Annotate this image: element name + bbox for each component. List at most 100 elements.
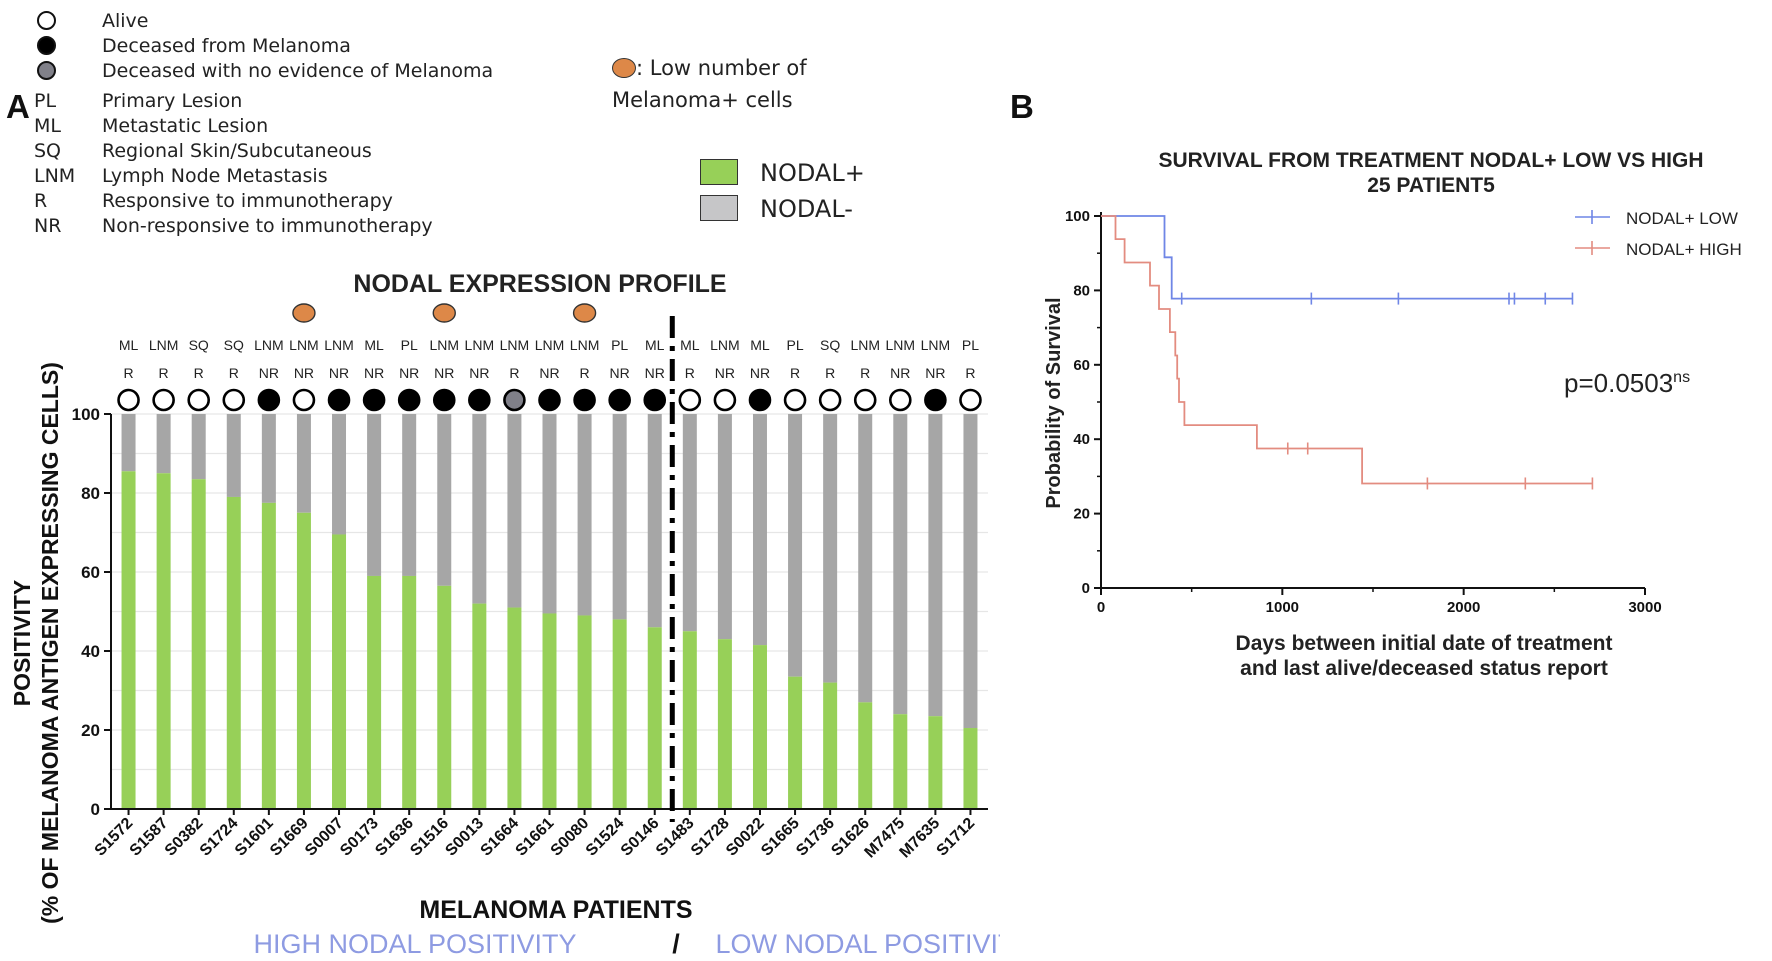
bar-nodal-neg-S0080 bbox=[577, 414, 592, 616]
km-curve-high bbox=[1101, 215, 1593, 485]
bar-nodal-pos-S1516 bbox=[437, 585, 452, 809]
x-axis-label: MELANOMA PATIENTS bbox=[419, 896, 692, 924]
lesion-label: PL bbox=[962, 337, 979, 353]
status-circle-dead bbox=[538, 388, 561, 412]
abbrev-text: Metastatic Lesion bbox=[102, 115, 269, 137]
status-circle-alive bbox=[222, 388, 246, 412]
bar-nodal-neg-S1572 bbox=[121, 414, 136, 472]
chart-title: NODAL EXPRESSION PROFILE bbox=[353, 270, 726, 298]
lesion-label: LNM bbox=[254, 337, 284, 353]
lesion-label: LNM bbox=[149, 337, 179, 353]
abbrev-text: Regional Skin/Subcutaneous bbox=[102, 140, 372, 162]
response-label: R bbox=[229, 365, 239, 381]
response-label: NR bbox=[890, 365, 910, 381]
lesion-label: ML bbox=[750, 337, 770, 353]
response-label: NR bbox=[294, 365, 314, 381]
response-label: R bbox=[580, 365, 590, 381]
bar-nodal-neg-S1516 bbox=[437, 414, 452, 586]
response-label: NR bbox=[750, 365, 770, 381]
lesion-label: LNM bbox=[921, 337, 951, 353]
x-tick-label: S1661 bbox=[513, 815, 558, 860]
legend-deceased-no-evidence-label: Deceased with no evidence of Melanoma bbox=[102, 60, 494, 82]
legend-label-high: NODAL+ HIGH bbox=[1626, 240, 1742, 259]
bar-nodal-pos-S0080 bbox=[577, 615, 592, 809]
bar-nodal-neg-S1736 bbox=[823, 414, 838, 683]
x-tick-label: S1669 bbox=[267, 815, 312, 860]
km-x-tick-label: 2000 bbox=[1447, 599, 1480, 616]
lesion-label: ML bbox=[680, 337, 700, 353]
nodal-neg-swatch bbox=[700, 195, 738, 221]
bar-nodal-pos-S1664 bbox=[507, 607, 522, 809]
lesion-label: LNM bbox=[429, 337, 459, 353]
lesion-label: LNM bbox=[850, 337, 880, 353]
nodal-neg-label: NODAL- bbox=[760, 195, 853, 223]
status-circle-dead bbox=[468, 388, 491, 412]
km-y-tick-label: 80 bbox=[1073, 282, 1090, 299]
bar-nodal-pos-S1669 bbox=[296, 512, 311, 809]
survival-x-label-line2: and last alive/deceased status report bbox=[1240, 657, 1608, 680]
lesion-label: PL bbox=[401, 337, 418, 353]
legend-entry-high: NODAL+ HIGH bbox=[1575, 240, 1742, 259]
bar-nodal-pos-S1724 bbox=[226, 496, 241, 809]
response-label: R bbox=[790, 365, 800, 381]
status-circle-alive bbox=[678, 388, 702, 412]
status-circle-alive bbox=[152, 388, 175, 412]
nodal-pos-swatch bbox=[700, 159, 738, 185]
response-label: NR bbox=[469, 365, 489, 381]
bar-nodal-pos-S0382 bbox=[191, 479, 206, 809]
response-label: NR bbox=[329, 365, 349, 381]
bar-nodal-pos-S0013 bbox=[472, 603, 487, 809]
bar-nodal-pos-S0173 bbox=[367, 575, 382, 809]
status-circle-dead bbox=[643, 388, 667, 412]
survival-subtitle: 25 PATIENT5 bbox=[1367, 174, 1495, 197]
group-high-label: HIGH NODAL POSITIVITY bbox=[253, 929, 576, 959]
status-circle-alive bbox=[888, 388, 912, 412]
status-circle-dead bbox=[327, 388, 351, 412]
bar-nodal-neg-M7635 bbox=[928, 414, 943, 717]
low-cells-marker bbox=[292, 303, 316, 323]
lesion-label: LNM bbox=[535, 337, 565, 353]
abbrev-text: Primary Lesion bbox=[102, 90, 243, 112]
response-label: R bbox=[509, 365, 519, 381]
status-circle-alive bbox=[783, 388, 807, 412]
p-value-sup: ns bbox=[1673, 369, 1690, 386]
lesion-label: LNM bbox=[570, 337, 600, 353]
abbrev-code: SQ bbox=[34, 140, 62, 162]
bar-nodal-pos-M7635 bbox=[928, 716, 943, 809]
bar-nodal-neg-S0382 bbox=[191, 414, 206, 480]
bar-nodal-neg-S1626 bbox=[858, 414, 873, 703]
km-x-tick-label: 1000 bbox=[1266, 599, 1299, 616]
x-tick-label: S1587 bbox=[127, 815, 172, 860]
x-tick-label: S0022 bbox=[723, 815, 768, 860]
y-tick-label: 80 bbox=[81, 484, 100, 503]
status-circle-dead bbox=[924, 388, 947, 412]
x-tick-label: S0013 bbox=[442, 815, 487, 860]
bar-nodal-pos-S1572 bbox=[121, 471, 136, 809]
bar-nodal-neg-S1661 bbox=[542, 414, 557, 614]
alive-circle-icon bbox=[37, 11, 56, 30]
legend-nodal-pos: NODAL+ bbox=[700, 158, 900, 190]
lesion-label: SQ bbox=[189, 337, 209, 353]
lesion-label: LNM bbox=[465, 337, 495, 353]
abbrev-code: PL bbox=[34, 90, 57, 112]
y-tick-label: 100 bbox=[72, 405, 100, 424]
x-tick-label: S1724 bbox=[197, 815, 242, 860]
abbrev-text: Lymph Node Metastasis bbox=[102, 165, 328, 187]
response-label: NR bbox=[434, 365, 454, 381]
low-cells-marker bbox=[432, 303, 456, 323]
bar-nodal-pos-M7475 bbox=[893, 714, 908, 809]
km-y-tick-label: 100 bbox=[1065, 208, 1090, 225]
x-tick-label: S1572 bbox=[92, 815, 137, 860]
x-tick-label: S1636 bbox=[372, 815, 417, 860]
status-circle-alive bbox=[187, 388, 210, 412]
abbrev-code: R bbox=[34, 190, 48, 212]
bar-nodal-neg-S1712 bbox=[963, 414, 978, 729]
km-curve-low bbox=[1101, 215, 1573, 300]
status-circle-dead bbox=[397, 388, 421, 412]
x-tick-label: S1712 bbox=[934, 815, 979, 860]
status-circle-alive bbox=[818, 388, 842, 412]
p-value-text: p=0.0503 bbox=[1564, 368, 1673, 398]
survival-chart: SURVIVAL FROM TREATMENT NODAL+ LOW VS HI… bbox=[1043, 149, 1742, 680]
x-tick-label: S0173 bbox=[337, 815, 382, 860]
x-tick-label: S1524 bbox=[583, 815, 628, 860]
